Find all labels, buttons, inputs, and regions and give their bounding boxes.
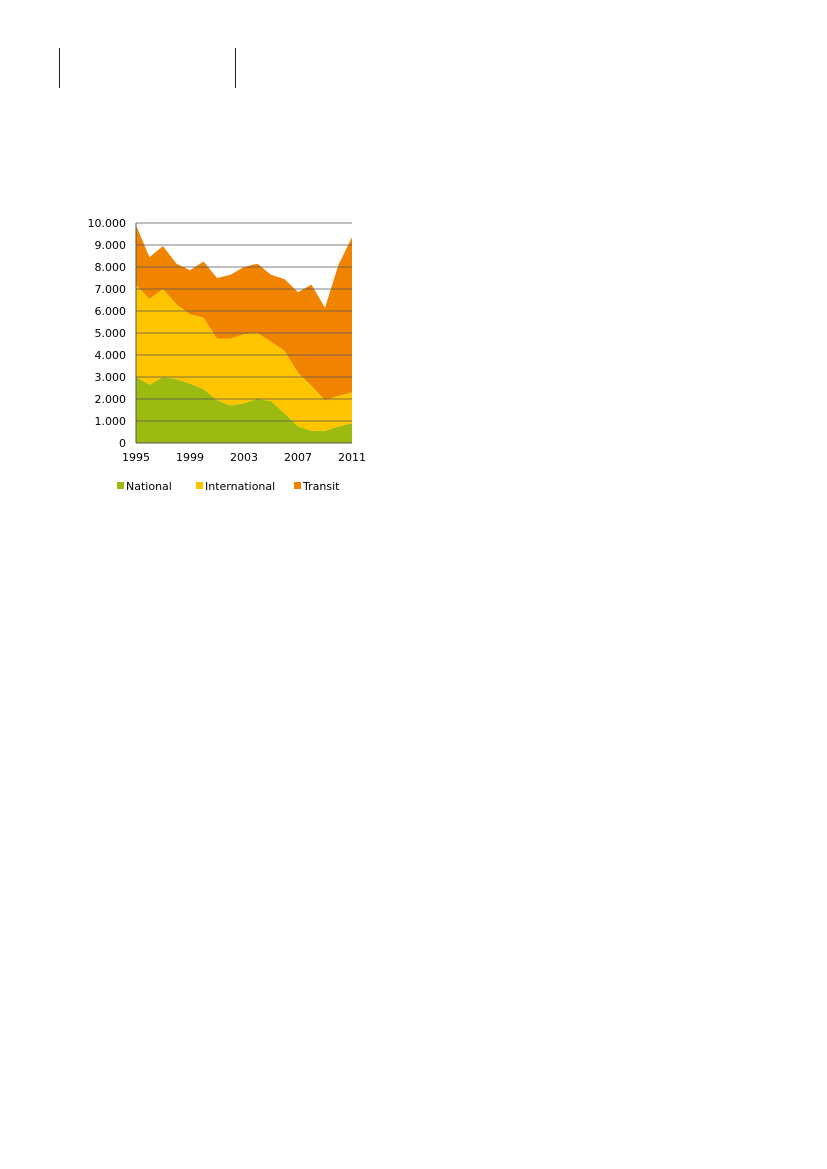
x-tick-label: 1999 [176, 451, 204, 464]
x-tick-label: 2011 [338, 451, 366, 464]
y-tick-label: 2.000 [95, 393, 127, 406]
y-tick-label: 3.000 [95, 371, 127, 384]
y-tick-label: 9.000 [95, 239, 127, 252]
y-tick-label: 0 [119, 437, 126, 450]
header-rule-left [59, 48, 60, 88]
x-tick-label: 2007 [284, 451, 312, 464]
stacked-area-chart: 0 1.000 2.000 3.000 4.000 5.000 6.000 7.000 8.00… [88, 217, 367, 493]
y-axis-labels: 0 1.000 2.000 3.000 4.000 5.000 6.000 7.000 8.00… [88, 217, 127, 450]
header-rule-right [235, 48, 236, 88]
legend: National International Transit [117, 480, 340, 493]
y-tick-label: 1.000 [95, 415, 127, 428]
legend-swatch-international [196, 482, 203, 489]
grid-lines [136, 222, 352, 422]
legend-swatch-national [117, 482, 124, 489]
axes [135, 223, 352, 444]
y-tick-label: 7.000 [95, 283, 127, 296]
legend-label-transit: Transit [302, 480, 340, 493]
x-axis-labels: 1995 1999 2003 2007 2011 [122, 451, 366, 464]
y-tick-label: 5.000 [95, 327, 127, 340]
legend-swatch-transit [294, 482, 301, 489]
legend-label-national: National [126, 480, 172, 493]
legend-label-international: International [205, 480, 275, 493]
y-tick-label: 8.000 [95, 261, 127, 274]
y-tick-label: 10.000 [88, 217, 127, 230]
x-tick-label: 2003 [230, 451, 258, 464]
y-tick-label: 6.000 [95, 305, 127, 318]
area-transit [136, 225, 352, 401]
y-tick-label: 4.000 [95, 349, 127, 362]
plot-areas [136, 225, 352, 443]
area-international [136, 284, 352, 431]
x-tick-label: 1995 [122, 451, 150, 464]
